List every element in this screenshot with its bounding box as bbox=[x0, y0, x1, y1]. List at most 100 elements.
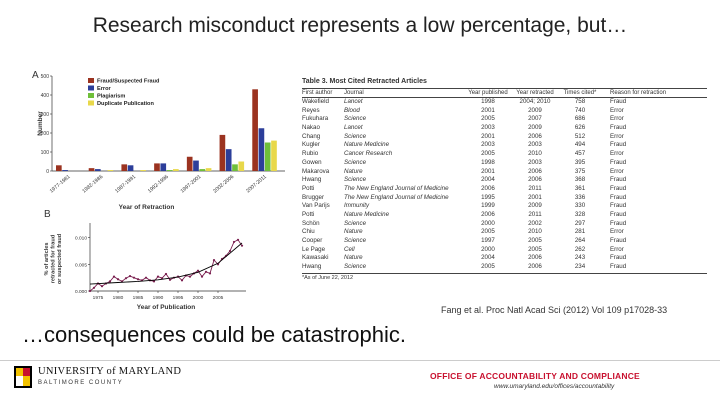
table-cell: Fraud bbox=[610, 184, 627, 192]
y-tick-label: 0.010 bbox=[75, 236, 87, 242]
table-cell: Fraud bbox=[610, 202, 627, 210]
y-tick-label: 0 bbox=[46, 169, 49, 175]
table-row: Potti Nature Medicine 2006 2011 328 Fraud bbox=[302, 211, 707, 220]
table-cell: 243 bbox=[574, 254, 586, 262]
table-cell: Science bbox=[344, 158, 367, 166]
y-tick-label: 400 bbox=[41, 93, 50, 99]
bar-fraud-suspected-fraud bbox=[219, 134, 226, 171]
table-cell: Wakefield bbox=[302, 98, 329, 105]
data-point bbox=[128, 274, 132, 278]
table-cell: Nature bbox=[344, 228, 363, 236]
table-cell: Nature Medicine bbox=[344, 141, 390, 149]
table-row: Gowen Science 1998 2003 395 Fraud bbox=[302, 159, 707, 168]
table-row: Hwang Science 2004 2006 368 Fraud bbox=[302, 176, 707, 185]
table-cell: Cooper bbox=[302, 237, 323, 244]
series-line bbox=[89, 239, 243, 292]
table-cell: 328 bbox=[574, 210, 586, 218]
table-cell: Fraud bbox=[610, 219, 627, 227]
table-row: Kawasaki Nature 2004 2006 243 Fraud bbox=[302, 254, 707, 263]
x-tick-label: 2002-2006 bbox=[212, 174, 235, 195]
table-row: Kugler Nature Medicine 2003 2003 494 Fraud bbox=[302, 141, 707, 150]
table-cell: Kugler bbox=[302, 141, 320, 149]
table-cell: 330 bbox=[574, 202, 586, 210]
chart-panel-a: A Number 0 100 200 300 400 500 1977-1981 1982-198… bbox=[32, 70, 285, 211]
x-tick-label: 2005 bbox=[213, 295, 224, 301]
table-cell: 395 bbox=[574, 158, 586, 166]
table-cell: 361 bbox=[574, 184, 586, 192]
table-cell: 2005 bbox=[481, 263, 495, 271]
legend-label: Error bbox=[97, 86, 112, 92]
table-cell: 281 bbox=[574, 228, 586, 236]
table-cell: 2006 bbox=[528, 263, 542, 271]
table-cell: Makarova bbox=[302, 167, 330, 175]
column-header: Reason for retraction bbox=[610, 90, 667, 96]
table-cell: Kawasaki bbox=[302, 254, 329, 262]
table-row: Van Parijs Immunity 1999 2009 330 Fraud bbox=[302, 202, 707, 211]
table-cell: 2004; 2010 bbox=[519, 98, 551, 105]
umd-shield-icon bbox=[14, 366, 32, 388]
bar-fraud-suspected-fraud bbox=[88, 168, 95, 171]
data-point bbox=[112, 275, 116, 278]
x-tick-label: 2007-2011 bbox=[245, 174, 268, 194]
table-row: Hwang Science 2005 2006 234 Fraud bbox=[302, 263, 707, 272]
legend-label: Fraud/Suspected Fraud bbox=[97, 79, 160, 85]
table-title: Table 3. Most Cited Retracted Articles bbox=[302, 78, 427, 85]
table-cell: Error bbox=[610, 228, 624, 236]
table-row: Schön Science 2000 2002 297 Fraud bbox=[302, 220, 707, 229]
table-cell: Potti bbox=[302, 210, 315, 218]
y-tick-label: 100 bbox=[41, 150, 50, 156]
bar-plagiarism bbox=[232, 164, 238, 171]
x-tick-label: 1992-1996 bbox=[147, 174, 170, 195]
table-cell: Cell bbox=[344, 245, 355, 253]
table-cell: Science bbox=[344, 263, 367, 271]
table-cell: 2010 bbox=[528, 150, 542, 158]
bar-duplicate-publication bbox=[107, 170, 114, 171]
table-cell: Nature bbox=[344, 254, 363, 262]
bar-error bbox=[225, 149, 232, 171]
table-header: First author Journal Year published Year… bbox=[302, 88, 707, 98]
table-cell: Science bbox=[344, 219, 367, 227]
table-cell: 2003 bbox=[481, 124, 495, 132]
data-point bbox=[108, 280, 112, 283]
table-cell: 2005 bbox=[481, 228, 495, 236]
table-cell: The New England Journal of Medicine bbox=[344, 193, 449, 201]
bar-fraud-suspected-fraud bbox=[56, 165, 62, 171]
slide-subtitle: …consequences could be catastrophic. bbox=[22, 322, 407, 347]
y-tick-label: 300 bbox=[41, 112, 50, 118]
table-cell: Brugger bbox=[302, 193, 325, 201]
x-tick-label: 1990 bbox=[153, 295, 164, 301]
table-cell: 2007 bbox=[528, 115, 542, 123]
table-cell: 1999 bbox=[481, 202, 495, 210]
table-cell: 2004 bbox=[481, 176, 495, 184]
data-point bbox=[204, 270, 208, 273]
bar-plagiarism bbox=[264, 142, 271, 171]
data-point bbox=[144, 276, 148, 279]
data-point bbox=[168, 278, 172, 281]
table-row: Fukuhara Science 2005 2007 686 Error bbox=[302, 115, 707, 124]
table-cell: 2005 bbox=[528, 237, 542, 244]
table-row: Wakefield Lancet 1998 2004; 2010 758 Fraud bbox=[302, 98, 707, 107]
bar-error bbox=[258, 128, 265, 171]
table-cell: Potti bbox=[302, 184, 315, 192]
x-tick-label: 1982-1986 bbox=[81, 174, 104, 195]
data-point bbox=[188, 275, 192, 278]
bar-fraud-suspected-fraud bbox=[121, 164, 128, 171]
table-cell: Error bbox=[610, 150, 624, 158]
table-cell: Fukuhara bbox=[302, 115, 329, 123]
bar-error bbox=[193, 160, 199, 171]
legend-swatch bbox=[88, 85, 94, 91]
table-footnote: *As of June 22, 2012 bbox=[302, 272, 707, 281]
column-header: Times cited* bbox=[563, 90, 597, 96]
table-cell: 1997 bbox=[481, 237, 495, 244]
table-cell: 2001 bbox=[481, 106, 495, 114]
table-cell: 2006 bbox=[528, 167, 542, 175]
table-row: Brugger The New England Journal of Medici… bbox=[302, 194, 707, 203]
table-cell: 375 bbox=[574, 167, 586, 175]
table-cell: 262 bbox=[574, 245, 586, 253]
table-cell: 1995 bbox=[481, 193, 495, 201]
table-cell: 368 bbox=[574, 176, 586, 184]
table-cell: 1998 bbox=[481, 98, 495, 105]
x-tick-label: 1987-1991 bbox=[114, 174, 137, 195]
table-row: Le Page Cell 2000 2005 262 Error bbox=[302, 246, 707, 255]
table-cell: Science bbox=[344, 115, 367, 123]
